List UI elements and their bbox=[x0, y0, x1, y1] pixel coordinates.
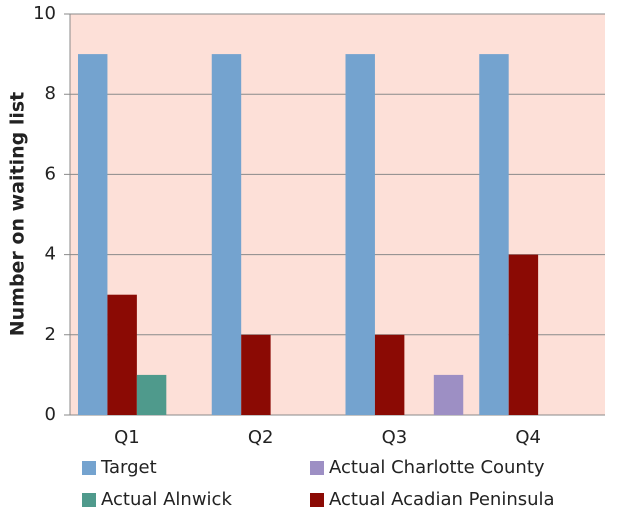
x-tick-label: Q3 bbox=[382, 427, 408, 448]
legend-label: Actual Charlotte County bbox=[329, 457, 545, 478]
bar bbox=[78, 54, 108, 415]
bar bbox=[374, 334, 405, 415]
y-tick-label: 10 bbox=[33, 3, 56, 24]
legend-label: Actual Acadian Peninsula bbox=[329, 489, 555, 510]
x-tick-label: Q2 bbox=[248, 427, 274, 448]
x-tick-label: Q1 bbox=[114, 427, 140, 448]
bar bbox=[107, 294, 137, 415]
bar bbox=[508, 254, 539, 415]
legend-swatch bbox=[310, 461, 324, 475]
x-tick-label: Q4 bbox=[515, 427, 541, 448]
y-tick-label: 2 bbox=[45, 324, 56, 345]
bar bbox=[433, 374, 464, 415]
bar bbox=[345, 54, 375, 415]
legend-label: Actual Alnwick bbox=[101, 489, 232, 510]
legend-swatch bbox=[310, 493, 324, 507]
legend-swatch bbox=[82, 493, 96, 507]
y-tick-label: 4 bbox=[45, 244, 56, 265]
y-tick-label: 8 bbox=[45, 83, 56, 104]
y-axis-label: Number on waiting list bbox=[7, 92, 29, 337]
bar bbox=[136, 374, 167, 415]
bar bbox=[241, 334, 271, 415]
y-tick-label: 0 bbox=[45, 404, 56, 425]
bar bbox=[479, 54, 509, 415]
y-tick-label: 6 bbox=[45, 163, 56, 184]
legend-label: Target bbox=[100, 457, 157, 478]
legend-swatch bbox=[82, 461, 96, 475]
bar bbox=[211, 54, 242, 415]
